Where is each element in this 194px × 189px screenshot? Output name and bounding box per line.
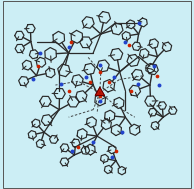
Point [136,83,139,86]
Point [98,100,101,103]
Point [111,155,114,158]
Point [114,150,117,153]
Point [67,46,70,49]
Point [98,70,101,73]
Point [71,150,74,153]
Point [120,131,123,134]
Point [39,51,42,54]
Point [113,75,116,78]
Point [156,74,159,77]
Point [92,140,95,143]
Point [98,95,101,98]
Point [108,81,111,84]
Polygon shape [98,91,102,94]
Point [84,75,87,78]
Point [152,65,155,68]
Point [89,81,92,84]
Point [31,78,34,81]
Point [128,44,131,47]
Point [129,89,133,92]
Point [158,84,161,87]
Point [60,83,63,86]
Point [67,89,70,92]
Point [137,21,140,24]
Point [77,146,80,149]
Point [69,40,72,43]
Point [98,64,101,67]
Polygon shape [95,87,104,95]
Point [37,65,40,68]
Point [124,40,127,43]
